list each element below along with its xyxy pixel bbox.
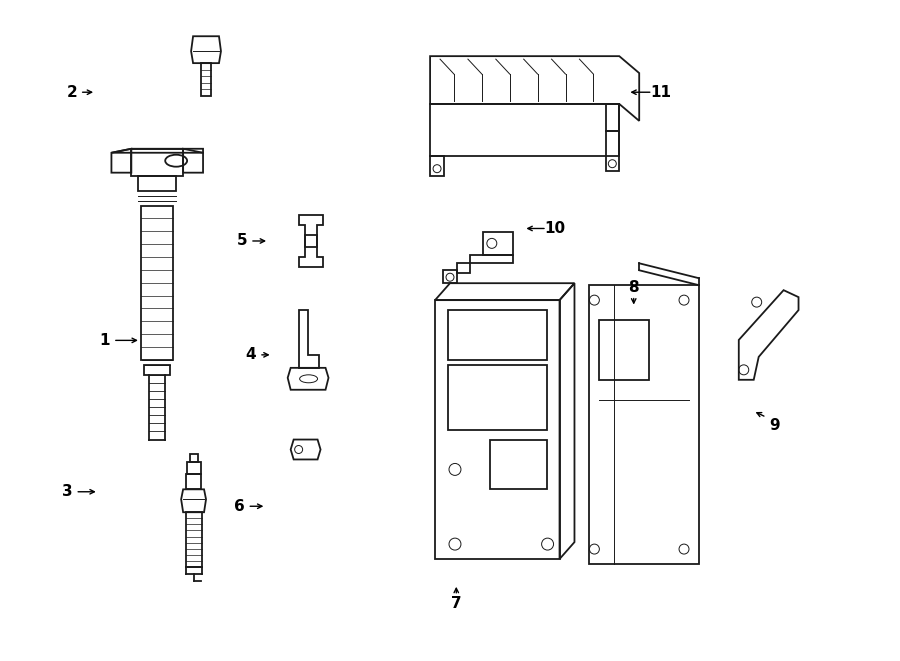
Text: 4: 4 [246, 347, 256, 362]
Text: 9: 9 [770, 418, 779, 433]
Text: 5: 5 [237, 233, 248, 249]
Text: 11: 11 [650, 85, 671, 100]
Text: 3: 3 [62, 485, 73, 499]
Text: 6: 6 [234, 499, 245, 514]
Text: 7: 7 [451, 596, 462, 611]
Text: 1: 1 [100, 333, 110, 348]
Text: 8: 8 [628, 280, 639, 295]
Text: 2: 2 [67, 85, 77, 100]
Text: 10: 10 [544, 221, 565, 236]
